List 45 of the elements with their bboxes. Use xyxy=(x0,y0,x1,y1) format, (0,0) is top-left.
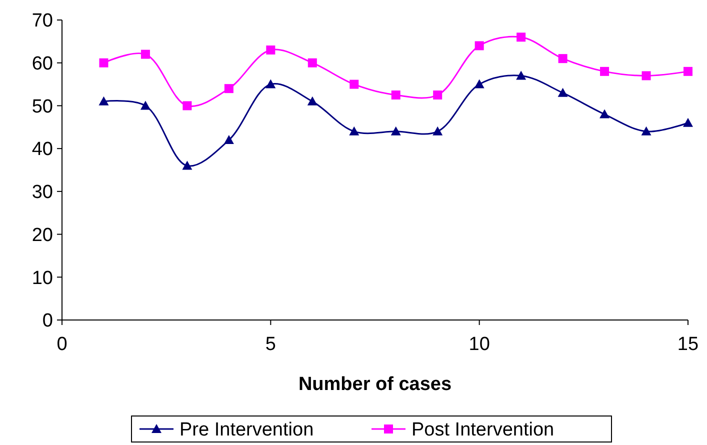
point xyxy=(390,126,401,136)
point xyxy=(349,126,360,136)
x-tick-label: 10 xyxy=(468,334,490,355)
x-tick-label: 0 xyxy=(56,334,68,355)
point xyxy=(642,71,651,80)
point xyxy=(98,96,109,106)
point xyxy=(224,135,234,144)
y-tick-label: 10 xyxy=(32,268,53,289)
point xyxy=(516,32,526,42)
legend-label: Pre Intervention xyxy=(180,420,314,441)
point xyxy=(308,58,317,68)
x-tick-label: 5 xyxy=(265,334,276,355)
point xyxy=(182,101,192,110)
point xyxy=(266,46,276,54)
point xyxy=(307,96,318,106)
point xyxy=(683,118,693,127)
y-tick-label: 20 xyxy=(32,224,53,246)
point xyxy=(140,100,150,110)
point xyxy=(474,79,484,88)
point xyxy=(432,126,443,136)
point xyxy=(558,54,568,64)
x-axis-title: Number of cases xyxy=(298,374,452,395)
point xyxy=(140,50,150,59)
point xyxy=(266,79,276,88)
point xyxy=(684,66,692,76)
y-tick-label: 0 xyxy=(42,310,53,332)
point xyxy=(391,90,400,100)
point xyxy=(474,41,484,50)
x-tick-label: 15 xyxy=(677,334,699,355)
point xyxy=(182,160,192,170)
point xyxy=(600,109,610,118)
point xyxy=(600,66,610,76)
point xyxy=(641,126,652,136)
y-tick-label: 30 xyxy=(32,182,53,204)
point xyxy=(558,88,568,97)
y-tick-label: 70 xyxy=(32,10,53,32)
y-tick-label: 60 xyxy=(32,54,53,75)
legend-label: Post Intervention xyxy=(412,420,554,441)
y-tick-label: 50 xyxy=(32,96,53,118)
point xyxy=(99,58,108,68)
point xyxy=(516,70,526,80)
point xyxy=(224,84,234,94)
point xyxy=(350,80,359,89)
y-tick-label: 40 xyxy=(32,139,53,160)
point xyxy=(433,90,442,100)
